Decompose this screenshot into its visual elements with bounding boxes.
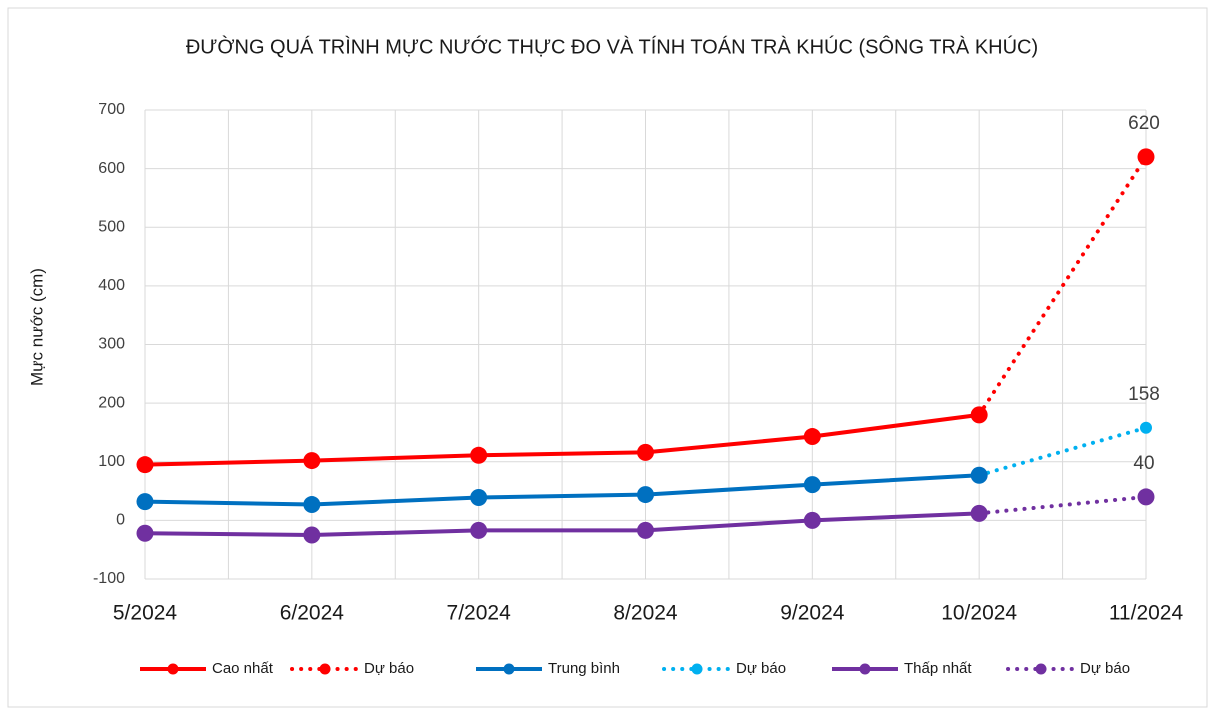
- point: [970, 406, 988, 424]
- point: [303, 496, 321, 514]
- point: [803, 511, 821, 529]
- point: [1137, 488, 1155, 506]
- x-tick-label: 6/2024: [280, 602, 345, 625]
- series-line: [977, 494, 1148, 516]
- series-line: [977, 154, 1148, 417]
- y-axis-label: Mực nước (cm): [27, 268, 46, 386]
- point: [637, 443, 654, 461]
- data-label: 40: [1133, 453, 1154, 474]
- y-tick-label: 100: [98, 453, 125, 470]
- y-tick-label: 600: [98, 160, 125, 177]
- point: [303, 452, 321, 470]
- legend-label: Dự báo: [364, 660, 414, 677]
- y-tick-label: 400: [98, 277, 125, 294]
- point: [637, 521, 654, 539]
- legend-label: Trung bình: [548, 660, 620, 677]
- point: [470, 489, 488, 507]
- point: [970, 466, 988, 484]
- legend-label: Thấp nhất: [904, 660, 972, 677]
- data-label: 620: [1128, 113, 1160, 134]
- point: [470, 521, 488, 539]
- legend-marker: [167, 663, 179, 675]
- x-tick-label: 7/2024: [447, 602, 512, 625]
- point: [803, 476, 821, 494]
- y-tick-label: 700: [98, 101, 125, 118]
- y-tick-label: -100: [93, 570, 125, 587]
- x-tick-label: 8/2024: [613, 602, 678, 625]
- point: [1140, 421, 1152, 434]
- point: [1137, 148, 1155, 166]
- legend-label: Dự báo: [736, 660, 786, 677]
- legend-marker: [503, 663, 515, 675]
- data-label: 158: [1128, 384, 1160, 405]
- series-line: [977, 425, 1148, 478]
- legend-marker: [691, 663, 703, 675]
- series-line: [144, 473, 980, 507]
- legend-marker: [319, 663, 331, 675]
- point: [136, 493, 154, 511]
- point: [136, 456, 154, 474]
- x-tick-label: 11/2024: [1109, 602, 1184, 625]
- legend-marker: [1035, 663, 1047, 675]
- y-tick-label: 200: [98, 394, 125, 411]
- series-line: [144, 511, 980, 538]
- point: [637, 486, 654, 504]
- point: [803, 428, 821, 446]
- x-tick-label: 5/2024: [113, 602, 178, 625]
- series-line: [144, 412, 980, 467]
- point: [303, 526, 321, 544]
- x-tick-label: 10/2024: [941, 602, 1017, 625]
- point: [970, 504, 988, 522]
- point: [470, 446, 488, 464]
- legend-marker: [859, 663, 871, 675]
- point: [136, 524, 154, 542]
- y-tick-label: 500: [98, 218, 125, 235]
- chart-title: ĐƯỜNG QUÁ TRÌNH MỰC NƯỚC THỰC ĐO VÀ TÍNH…: [186, 35, 1038, 58]
- chart-frame: [7, 7, 1208, 708]
- legend-label: Cao nhất: [212, 660, 274, 677]
- x-tick-label: 9/2024: [780, 602, 845, 625]
- y-tick-label: 300: [98, 336, 125, 353]
- legend-label: Dự báo: [1080, 660, 1130, 677]
- y-tick-label: 0: [116, 512, 125, 529]
